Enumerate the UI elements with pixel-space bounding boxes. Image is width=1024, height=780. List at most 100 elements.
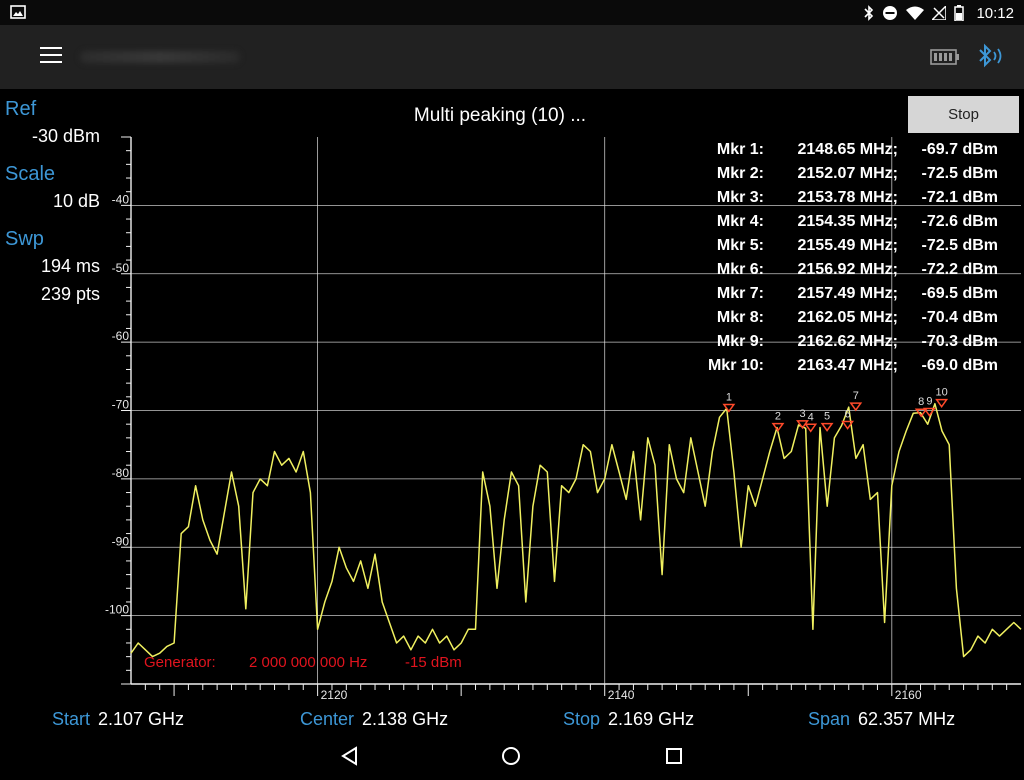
swp-label[interactable]: Swp: [5, 228, 44, 250]
home-icon[interactable]: [501, 746, 521, 766]
x-axis: 2120 2140 2160: [144, 684, 1008, 700]
marker-triangle: [935, 398, 949, 408]
marker-table-label: Mkr 1:: [717, 141, 764, 158]
status-bar: 10:12: [0, 0, 1024, 25]
menu-button[interactable]: [40, 47, 62, 65]
y-tick-label: -90: [112, 534, 130, 548]
stop-button[interactable]: Stop: [908, 96, 1019, 133]
scale-label[interactable]: Scale: [5, 163, 56, 185]
marker-number: 8: [918, 396, 924, 408]
recents-icon[interactable]: [664, 746, 684, 766]
sweep-points: 239 pts: [40, 284, 100, 304]
marker-table-level: -69.5 dBm: [922, 285, 998, 302]
no-signal-icon: [932, 6, 947, 20]
marker-table: Mkr 1: 2148.65 MHz; -69.7 dBm Mkr 2: 2152.07…: [708, 141, 998, 374]
marker-table-label: Mkr 8:: [717, 309, 764, 326]
frequency-bar: Start 2.107 GHz Center 2.138 GHz Stop 2.169…: [0, 700, 1024, 736]
marker-table-level: -69.7 dBm: [922, 141, 998, 158]
marker-number: 10: [935, 387, 947, 399]
span-value: 62.357 MHz: [858, 709, 956, 729]
marker-table-label: Mkr 4:: [717, 213, 764, 230]
marker-number: 1: [726, 391, 732, 403]
x-tick-label: 2140: [608, 688, 635, 700]
hamburger-icon-line: [40, 54, 62, 56]
trace-line: [130, 402, 1022, 658]
marker-table-frequency: 2157.49 MHz;: [798, 285, 899, 302]
start-label: Start: [52, 709, 91, 729]
span-frequency[interactable]: Span 62.357 MHz: [808, 709, 955, 730]
sweep-time: 194 ms: [40, 256, 100, 276]
app-bar: [0, 25, 1024, 89]
blurred-app-title: [80, 51, 240, 63]
y-tick-label: -40: [112, 192, 130, 206]
device-battery-icon[interactable]: [930, 49, 960, 65]
scale-value: 10 dB: [52, 191, 100, 211]
marker-triangle: [922, 407, 936, 417]
battery-status-icon: [954, 5, 965, 21]
marker-table-level: -69.0 dBm: [922, 357, 998, 374]
marker-triangle: [820, 422, 834, 432]
span-label: Span: [808, 709, 851, 729]
marker-table-level: -70.4 dBm: [922, 309, 998, 326]
marker-table-frequency: 2163.47 MHz;: [798, 357, 899, 374]
wifi-icon: [906, 6, 925, 20]
navigation-bar: [0, 736, 1024, 780]
marker-triangle: [804, 423, 818, 433]
marker-number: 3: [799, 408, 805, 420]
marker-table-level: -72.1 dBm: [922, 189, 998, 206]
marker-triangle: [771, 422, 785, 432]
marker-table-level: -72.6 dBm: [922, 213, 998, 230]
generator-power: -15 dBm: [405, 654, 462, 671]
marker-table-frequency: 2156.92 MHz;: [798, 261, 899, 278]
marker-triangle: [849, 402, 863, 412]
center-frequency[interactable]: Center 2.138 GHz: [300, 709, 448, 730]
start-value: 2.107 GHz: [98, 709, 185, 729]
spectrum-chart[interactable]: -40 -50 -60 -70 -80 -90 -100 2120 2140 2160 1 2 3 4…: [0, 0, 1024, 700]
back-icon[interactable]: [340, 746, 360, 766]
hamburger-icon-line: [40, 47, 62, 49]
trace: [130, 402, 1022, 658]
stop-freq-label: Stop: [563, 709, 601, 729]
marker-table-label: Mkr 6:: [717, 261, 764, 278]
marker-table-frequency: 2162.05 MHz;: [798, 309, 899, 326]
ref-label[interactable]: Ref: [5, 98, 37, 120]
marker-table-label: Mkr 9:: [717, 333, 764, 350]
clock: 10:12: [976, 4, 1014, 22]
marker-table-frequency: 2155.49 MHz;: [798, 237, 899, 254]
status-text: Multi peaking (10) ...: [413, 105, 587, 126]
marker-table-frequency: 2152.07 MHz;: [798, 165, 899, 182]
bluetooth-connection-icon[interactable]: [976, 43, 1006, 69]
y-axis: -40 -50 -60 -70 -80 -90 -100: [105, 136, 131, 685]
start-frequency[interactable]: Start 2.107 GHz: [52, 709, 184, 730]
marker-table-level: -72.5 dBm: [922, 165, 998, 182]
markers: 1 2 3 4 5 67 8 910: [722, 387, 949, 433]
marker-table-frequency: 2154.35 MHz;: [798, 213, 899, 230]
marker-table-label: Mkr 7:: [717, 285, 764, 302]
marker-table-label: Mkr 10:: [708, 357, 764, 374]
center-label: Center: [300, 709, 355, 729]
stop-freq-value: 2.169 GHz: [608, 709, 695, 729]
center-value: 2.138 GHz: [362, 709, 449, 729]
hamburger-icon-line: [40, 61, 62, 63]
marker-table-frequency: 2153.78 MHz;: [798, 189, 899, 206]
marker-number: 5: [824, 411, 830, 423]
marker-table-level: -70.3 dBm: [922, 333, 998, 350]
marker-table-label: Mkr 3:: [717, 189, 764, 206]
x-tick-label: 2160: [895, 688, 922, 700]
x-tick-label: 2120: [321, 688, 348, 700]
generator-frequency: 2 000 000 000 Hz: [249, 654, 367, 671]
y-tick-label: -100: [105, 603, 129, 617]
marker-triangle: [841, 420, 855, 430]
marker-number: 9: [926, 396, 932, 408]
marker-table-label: Mkr 5:: [717, 237, 764, 254]
y-tick-label: -60: [112, 329, 130, 343]
image-notification-icon: [10, 5, 26, 19]
marker-number: 4: [808, 411, 814, 423]
marker-table-label: Mkr 2:: [717, 165, 764, 182]
marker-table-frequency: 2148.65 MHz;: [798, 141, 899, 158]
marker-number: 7: [853, 390, 859, 402]
marker-triangle: [914, 408, 928, 418]
do-not-disturb-icon: [883, 6, 898, 20]
ref-value: -30 dBm: [31, 126, 100, 146]
stop-frequency[interactable]: Stop 2.169 GHz: [563, 709, 694, 730]
